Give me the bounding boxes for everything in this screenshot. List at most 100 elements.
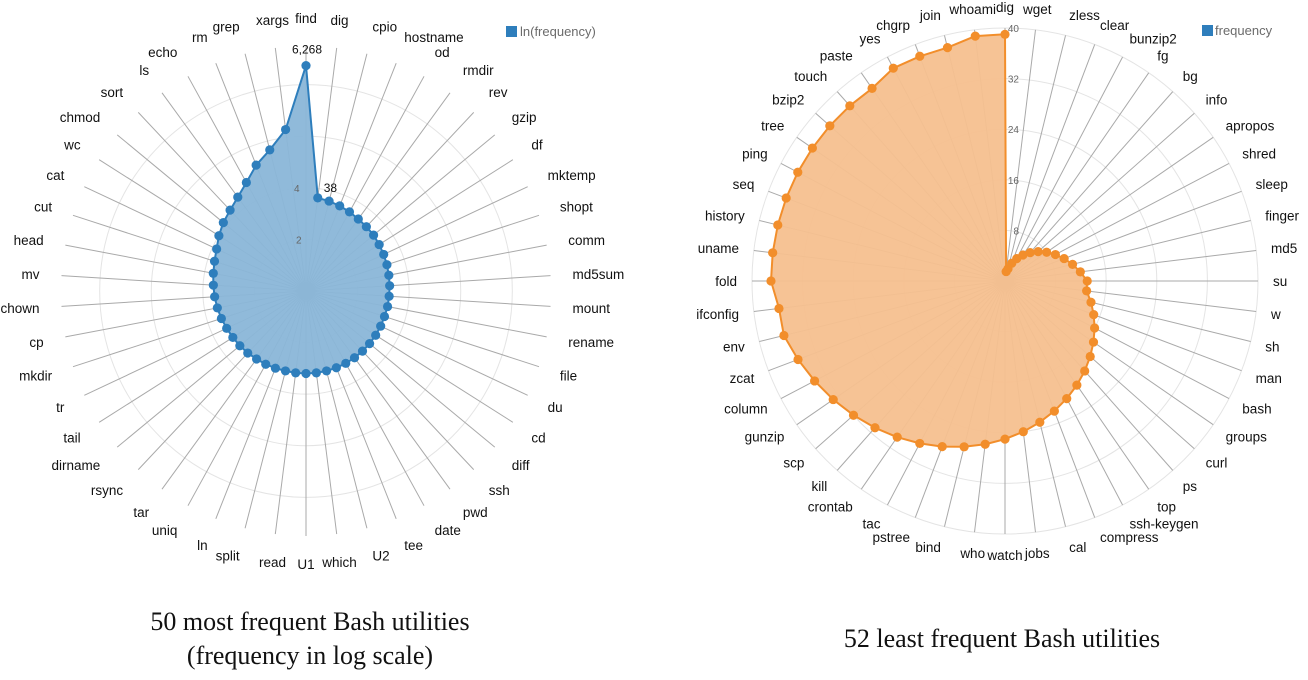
data-point-top xyxy=(1072,380,1082,390)
data-point-rsync xyxy=(243,348,253,358)
data-point-touch xyxy=(845,101,855,111)
category-label-cut: cut xyxy=(34,200,52,215)
category-label-column: column xyxy=(724,401,768,416)
data-point-groups xyxy=(1088,337,1099,347)
category-label-md5sum: md5sum xyxy=(573,267,625,282)
data-point-fold xyxy=(766,276,776,286)
data-point-u1 xyxy=(301,368,311,379)
tick-label: 4 xyxy=(294,184,300,195)
data-point-crontab xyxy=(892,432,902,442)
data-point-scp xyxy=(848,410,859,420)
caption-left-line-2: (frequency in log scale) xyxy=(187,641,433,670)
category-label-date: date xyxy=(435,523,461,538)
category-label-rm: rm xyxy=(192,30,208,45)
data-point-md5sum xyxy=(385,281,395,291)
category-label-join: join xyxy=(919,8,941,23)
category-label-mount: mount xyxy=(573,301,611,316)
data-point-ifconfig xyxy=(774,303,784,314)
spoke-bunzip2 xyxy=(1004,56,1124,282)
category-label-chown: chown xyxy=(0,301,39,316)
caption-right: 52 least frequent Bash utilities xyxy=(844,624,1160,653)
data-point-jobs xyxy=(1018,427,1028,437)
category-label-rev: rev xyxy=(489,85,508,100)
series-area xyxy=(770,33,1096,448)
data-point-df xyxy=(374,239,384,250)
category-label-bash: bash xyxy=(1242,401,1271,416)
data-point-ssh xyxy=(357,346,368,356)
category-label-od: od xyxy=(435,45,450,60)
category-label-read: read xyxy=(259,555,286,570)
data-point-fg xyxy=(1018,250,1028,260)
category-label-ls: ls xyxy=(139,63,149,78)
data-point-su xyxy=(1082,276,1092,286)
data-point-tree xyxy=(807,143,818,153)
data-point-ln xyxy=(270,363,281,373)
caption-left-line-1: 50 most frequent Bash utilities xyxy=(150,607,469,636)
category-label-kill: kill xyxy=(812,479,828,494)
data-point-column xyxy=(809,376,820,386)
category-label-watch: watch xyxy=(986,548,1022,563)
data-point-rename xyxy=(382,301,393,312)
category-label-grep: grep xyxy=(213,20,240,35)
data-point-ls xyxy=(233,192,243,202)
data-point-uniq xyxy=(261,359,271,369)
data-point-chown xyxy=(210,292,220,302)
category-label-pstree: pstree xyxy=(872,530,910,545)
category-label-tar: tar xyxy=(133,505,149,520)
data-point-apropos xyxy=(1042,247,1052,257)
category-label-shred: shred xyxy=(1242,147,1276,162)
category-label-ln: ln xyxy=(197,538,208,553)
category-label-ifconfig: ifconfig xyxy=(696,307,739,322)
data-point-mount xyxy=(384,291,394,301)
data-point-tar xyxy=(251,354,262,364)
category-label-du: du xyxy=(548,400,563,415)
category-label-crontab: crontab xyxy=(808,500,853,515)
spoke-fg xyxy=(1004,72,1150,282)
data-point-yes xyxy=(888,63,898,73)
tick-label: 24 xyxy=(1008,125,1020,136)
category-label-who: who xyxy=(959,546,985,561)
category-label-u2: U2 xyxy=(372,548,389,563)
data-point-bzip2 xyxy=(825,121,835,131)
data-point-zcat xyxy=(793,354,803,365)
data-point-pwd xyxy=(349,353,360,363)
category-label-env: env xyxy=(723,340,745,355)
data-point-xargs xyxy=(281,124,291,135)
data-point-bind xyxy=(959,442,969,452)
data-point-gzip xyxy=(368,230,379,240)
data-point-pstree xyxy=(937,441,947,452)
data-point-shopt xyxy=(382,260,392,270)
category-label-man: man xyxy=(1256,371,1282,386)
data-point-file xyxy=(379,311,390,322)
caption-left: 50 most frequent Bash utilities (frequen… xyxy=(150,607,469,670)
category-label-w: w xyxy=(1270,307,1281,322)
data-point-hostname xyxy=(335,201,345,211)
category-label-tac: tac xyxy=(862,517,880,532)
legend-left: ln(frequency) xyxy=(506,24,596,39)
spoke-zless xyxy=(1004,35,1067,282)
category-label-sort: sort xyxy=(101,85,124,100)
category-label-df: df xyxy=(531,138,543,153)
category-label-ps: ps xyxy=(1183,479,1198,494)
category-label-echo: echo xyxy=(148,45,177,60)
category-label-diff: diff xyxy=(512,458,530,473)
category-label-bind: bind xyxy=(915,540,941,555)
caption-right-line-1: 52 least frequent Bash utilities xyxy=(844,624,1160,653)
spoke-wget xyxy=(1004,29,1036,282)
category-label-split: split xyxy=(216,548,240,563)
category-label-u1: U1 xyxy=(297,557,314,572)
data-point-rm xyxy=(251,160,261,170)
category-label-dig: dig xyxy=(330,13,348,28)
data-point-mktemp xyxy=(379,249,389,260)
category-label-tail: tail xyxy=(63,430,80,445)
data-point-tr xyxy=(222,323,232,333)
data-point-od xyxy=(344,207,355,217)
category-label-md5: md5 xyxy=(1271,241,1297,256)
category-label-file: file xyxy=(560,368,577,383)
category-label-rsync: rsync xyxy=(91,483,124,498)
category-label-mktemp: mktemp xyxy=(548,168,596,183)
data-point-split xyxy=(280,366,291,376)
